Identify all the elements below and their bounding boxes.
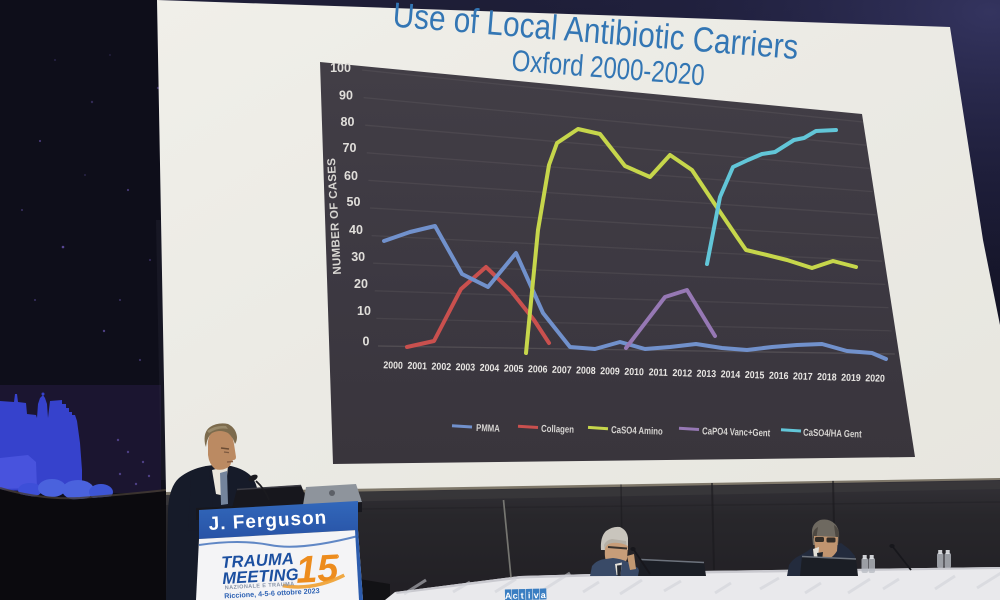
svg-text:2004: 2004 <box>480 361 501 373</box>
svg-text:2006: 2006 <box>528 363 548 375</box>
svg-text:TRAUMA: TRAUMA <box>221 550 295 572</box>
svg-text:2008: 2008 <box>576 364 596 376</box>
svg-text:20: 20 <box>354 277 368 291</box>
svg-text:0: 0 <box>363 335 370 349</box>
svg-text:Collagen: Collagen <box>541 423 574 435</box>
svg-text:2019: 2019 <box>841 371 861 383</box>
svg-text:10: 10 <box>357 304 371 318</box>
svg-text:2003: 2003 <box>455 361 475 373</box>
svg-text:CaSO4 Amino: CaSO4 Amino <box>611 424 663 437</box>
svg-text:PMMA: PMMA <box>476 422 501 434</box>
svg-text:2001: 2001 <box>407 359 427 371</box>
svg-text:2009: 2009 <box>600 365 620 377</box>
svg-text:t: t <box>521 591 524 600</box>
svg-text:MEETING: MEETING <box>222 566 299 588</box>
svg-text:50: 50 <box>347 195 361 209</box>
svg-text:2007: 2007 <box>552 363 572 375</box>
svg-text:2017: 2017 <box>793 370 813 382</box>
svg-text:i: i <box>528 590 531 600</box>
svg-text:2000: 2000 <box>383 359 403 371</box>
svg-text:2014: 2014 <box>721 368 742 380</box>
svg-text:c: c <box>513 591 518 600</box>
svg-text:2012: 2012 <box>672 366 692 378</box>
svg-text:2010: 2010 <box>624 365 644 377</box>
svg-text:40: 40 <box>349 223 363 237</box>
svg-text:2015: 2015 <box>745 368 765 380</box>
svg-text:80: 80 <box>341 115 355 129</box>
svg-text:2002: 2002 <box>431 360 451 372</box>
svg-text:NAZIONALE E TRAUMA: NAZIONALE E TRAUMA <box>225 581 295 591</box>
svg-text:100: 100 <box>330 61 351 75</box>
svg-text:70: 70 <box>343 141 357 155</box>
svg-text:v: v <box>534 590 539 600</box>
svg-text:90: 90 <box>339 89 353 103</box>
svg-text:60: 60 <box>344 169 358 183</box>
svg-text:2005: 2005 <box>504 362 524 374</box>
svg-text:2020: 2020 <box>865 372 885 384</box>
svg-text:2013: 2013 <box>696 367 716 379</box>
svg-text:2016: 2016 <box>769 369 789 381</box>
svg-text:a: a <box>541 590 547 600</box>
svg-text:30: 30 <box>351 250 365 264</box>
svg-text:2018: 2018 <box>817 370 837 382</box>
svg-text:CaPO4 Vanc+Gent: CaPO4 Vanc+Gent <box>702 425 771 438</box>
svg-text:2011: 2011 <box>649 366 668 378</box>
svg-text:°: ° <box>334 551 340 566</box>
svg-text:CaSO4/HA Gent: CaSO4/HA Gent <box>803 427 862 440</box>
svg-text:A: A <box>505 591 512 600</box>
